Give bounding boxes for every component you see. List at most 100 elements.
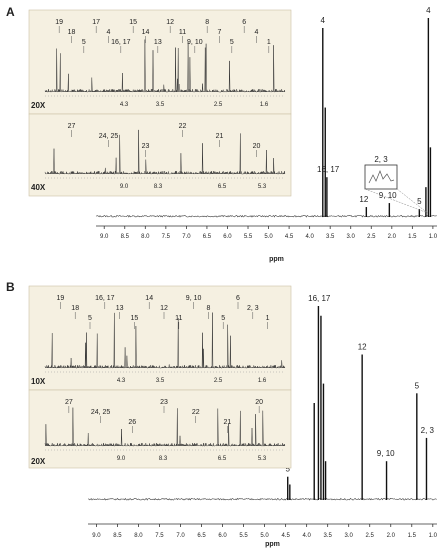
zoom-line: [396, 188, 428, 214]
x-tick-label: 7.0: [182, 234, 191, 240]
peak-label: 9, 10: [377, 449, 395, 458]
inset-background: [28, 285, 292, 391]
inset-peak-label: 6: [242, 19, 246, 26]
inset-tick-label: 9.0: [117, 456, 126, 462]
peak-label: 5: [286, 465, 291, 474]
inset-2: 9.0 8.3 6.5 5.3 20X 27 24, 25 26 23 22 21 20: [28, 389, 292, 469]
inset-tick-label: 5.3: [258, 456, 267, 462]
panel-label: A: [6, 5, 15, 19]
inset-magnification: 20X: [31, 101, 46, 110]
x-tick-label: 4.5: [281, 533, 290, 539]
inset-peak-label: 6: [236, 295, 240, 302]
inset-peak-label: 27: [65, 399, 73, 406]
x-tick-label: 9.0: [92, 533, 101, 539]
inset-peak-label: 5: [221, 315, 225, 322]
inset-tick-label: 3.5: [156, 102, 165, 108]
x-tick-label: 2.5: [367, 234, 376, 240]
inset-peak-label: 9, 10: [186, 295, 202, 302]
inset-peak-label: 22: [179, 123, 187, 130]
zoom-box: [364, 164, 398, 190]
x-tick-label: 1.0: [429, 234, 438, 240]
inset-peak-label: 1: [266, 315, 270, 322]
x-tick-label: 6.0: [223, 234, 232, 240]
inset-spectrum: [44, 312, 286, 369]
x-tick-label: 9.0: [100, 234, 109, 240]
x-tick-label: 3.5: [324, 533, 333, 539]
peak-label: 5: [417, 197, 422, 206]
x-tick-label: 8.0: [134, 533, 143, 539]
x-tick-label: 3.0: [347, 234, 356, 240]
x-tick-label: 5.0: [260, 533, 269, 539]
x-tick-label: 3.0: [345, 533, 354, 539]
inset-tick-label: 2.5: [214, 102, 223, 108]
x-tick-label: 2.0: [387, 533, 396, 539]
x-tick-label: 5.5: [244, 234, 253, 240]
inset-peak-label: 8: [206, 305, 210, 312]
inset-peak-label: 27: [68, 123, 76, 130]
x-tick-label: 7.0: [176, 533, 185, 539]
inset-magnification: 10X: [31, 377, 46, 386]
inset-peak-label: 19: [57, 295, 65, 302]
x-tick-label: 4.5: [285, 234, 294, 240]
inset-peak-label: 11: [179, 29, 186, 36]
inset-tick-label: 8.3: [159, 456, 168, 462]
panel-label: B: [6, 280, 15, 294]
inset-tick-label: 1.6: [260, 102, 269, 108]
x-tick-label: 5.5: [239, 533, 248, 539]
inset-background: [28, 9, 292, 115]
peak-label: 16, 17: [317, 165, 340, 174]
x-tick-label: 7.5: [155, 533, 164, 539]
x-tick-label: 4.0: [305, 234, 314, 240]
x-axis-label: ppm: [269, 256, 284, 263]
inset-magnification: 40X: [31, 183, 46, 192]
inset-tick-label: 3.5: [156, 378, 165, 384]
inset-peak-label: 21: [224, 419, 232, 426]
panel-a: A 9.0 8.5 8.0 7.5 7.0 6.5 6.0 5.5 5.0 4.5 4.0 3.5 3.0…: [6, 5, 438, 263]
x-tick-label: 2.0: [388, 234, 397, 240]
inset-peak-label: 16, 17: [111, 39, 131, 46]
inset-peak-label: 21: [216, 133, 224, 140]
inset-peak-label: 26: [128, 419, 136, 426]
spectrum-baseline: [95, 214, 437, 218]
inset-peak-label: 13: [116, 305, 124, 312]
inset-peak-label: 4: [107, 29, 111, 36]
x-axis-label: ppm: [265, 541, 280, 548]
inset-tick-label: 2.5: [214, 378, 223, 384]
inset-peak-label: 24, 25: [91, 409, 111, 416]
x-tick-label: 3.5: [326, 234, 335, 240]
peak-label: 5: [415, 381, 420, 390]
inset-peak-label: 7: [218, 29, 222, 36]
inset-spectrum: [44, 39, 286, 93]
inset-peak-label: 20: [253, 143, 261, 150]
inset-peak-label: 1: [267, 39, 271, 46]
inset-peak-label: 5: [230, 39, 234, 46]
inset-tick-label: 1.6: [258, 378, 267, 384]
peak-label: 4: [426, 6, 431, 15]
inset-peak-label: 8: [205, 19, 209, 26]
inset-2: 9.0 8.3 6.5 5.3 40X 27 24, 25 23 22 21 20: [28, 113, 292, 197]
inset-peak-label: 11: [175, 315, 182, 322]
inset-tick-label: 4.3: [117, 378, 126, 384]
x-tick-label: 5.0: [264, 234, 273, 240]
inset-peak-label: 15: [131, 315, 139, 322]
inset-peak-label: 17: [92, 19, 100, 26]
x-tick-label: 8.5: [121, 234, 130, 240]
inset-peak-label: 15: [129, 19, 137, 26]
zoom-box-label: 2, 3: [374, 155, 388, 164]
panel-b: B 9.0 8.5 8.0 7.5 7.0 6.5 6.0 5.5 5.0 4.5 4.0 3.5 3.0…: [6, 280, 438, 548]
peak-label: 16, 17: [308, 294, 331, 303]
x-tick-label: 4.0: [302, 533, 311, 539]
peak-label: 2, 3: [421, 426, 435, 435]
inset-peak-label: 18: [68, 29, 76, 36]
peak-label: 4: [321, 16, 326, 25]
x-tick-label: 7.5: [162, 234, 171, 240]
inset-peak-label: 4: [255, 29, 259, 36]
inset-spectrum: [44, 129, 286, 175]
inset-peak-label: 23: [142, 143, 150, 150]
inset-peak-label: 19: [55, 19, 63, 26]
inset-peak-label: 13: [154, 39, 162, 46]
inset-tick-label: 4.3: [120, 102, 129, 108]
inset-peak-label: 24, 25: [99, 133, 119, 140]
